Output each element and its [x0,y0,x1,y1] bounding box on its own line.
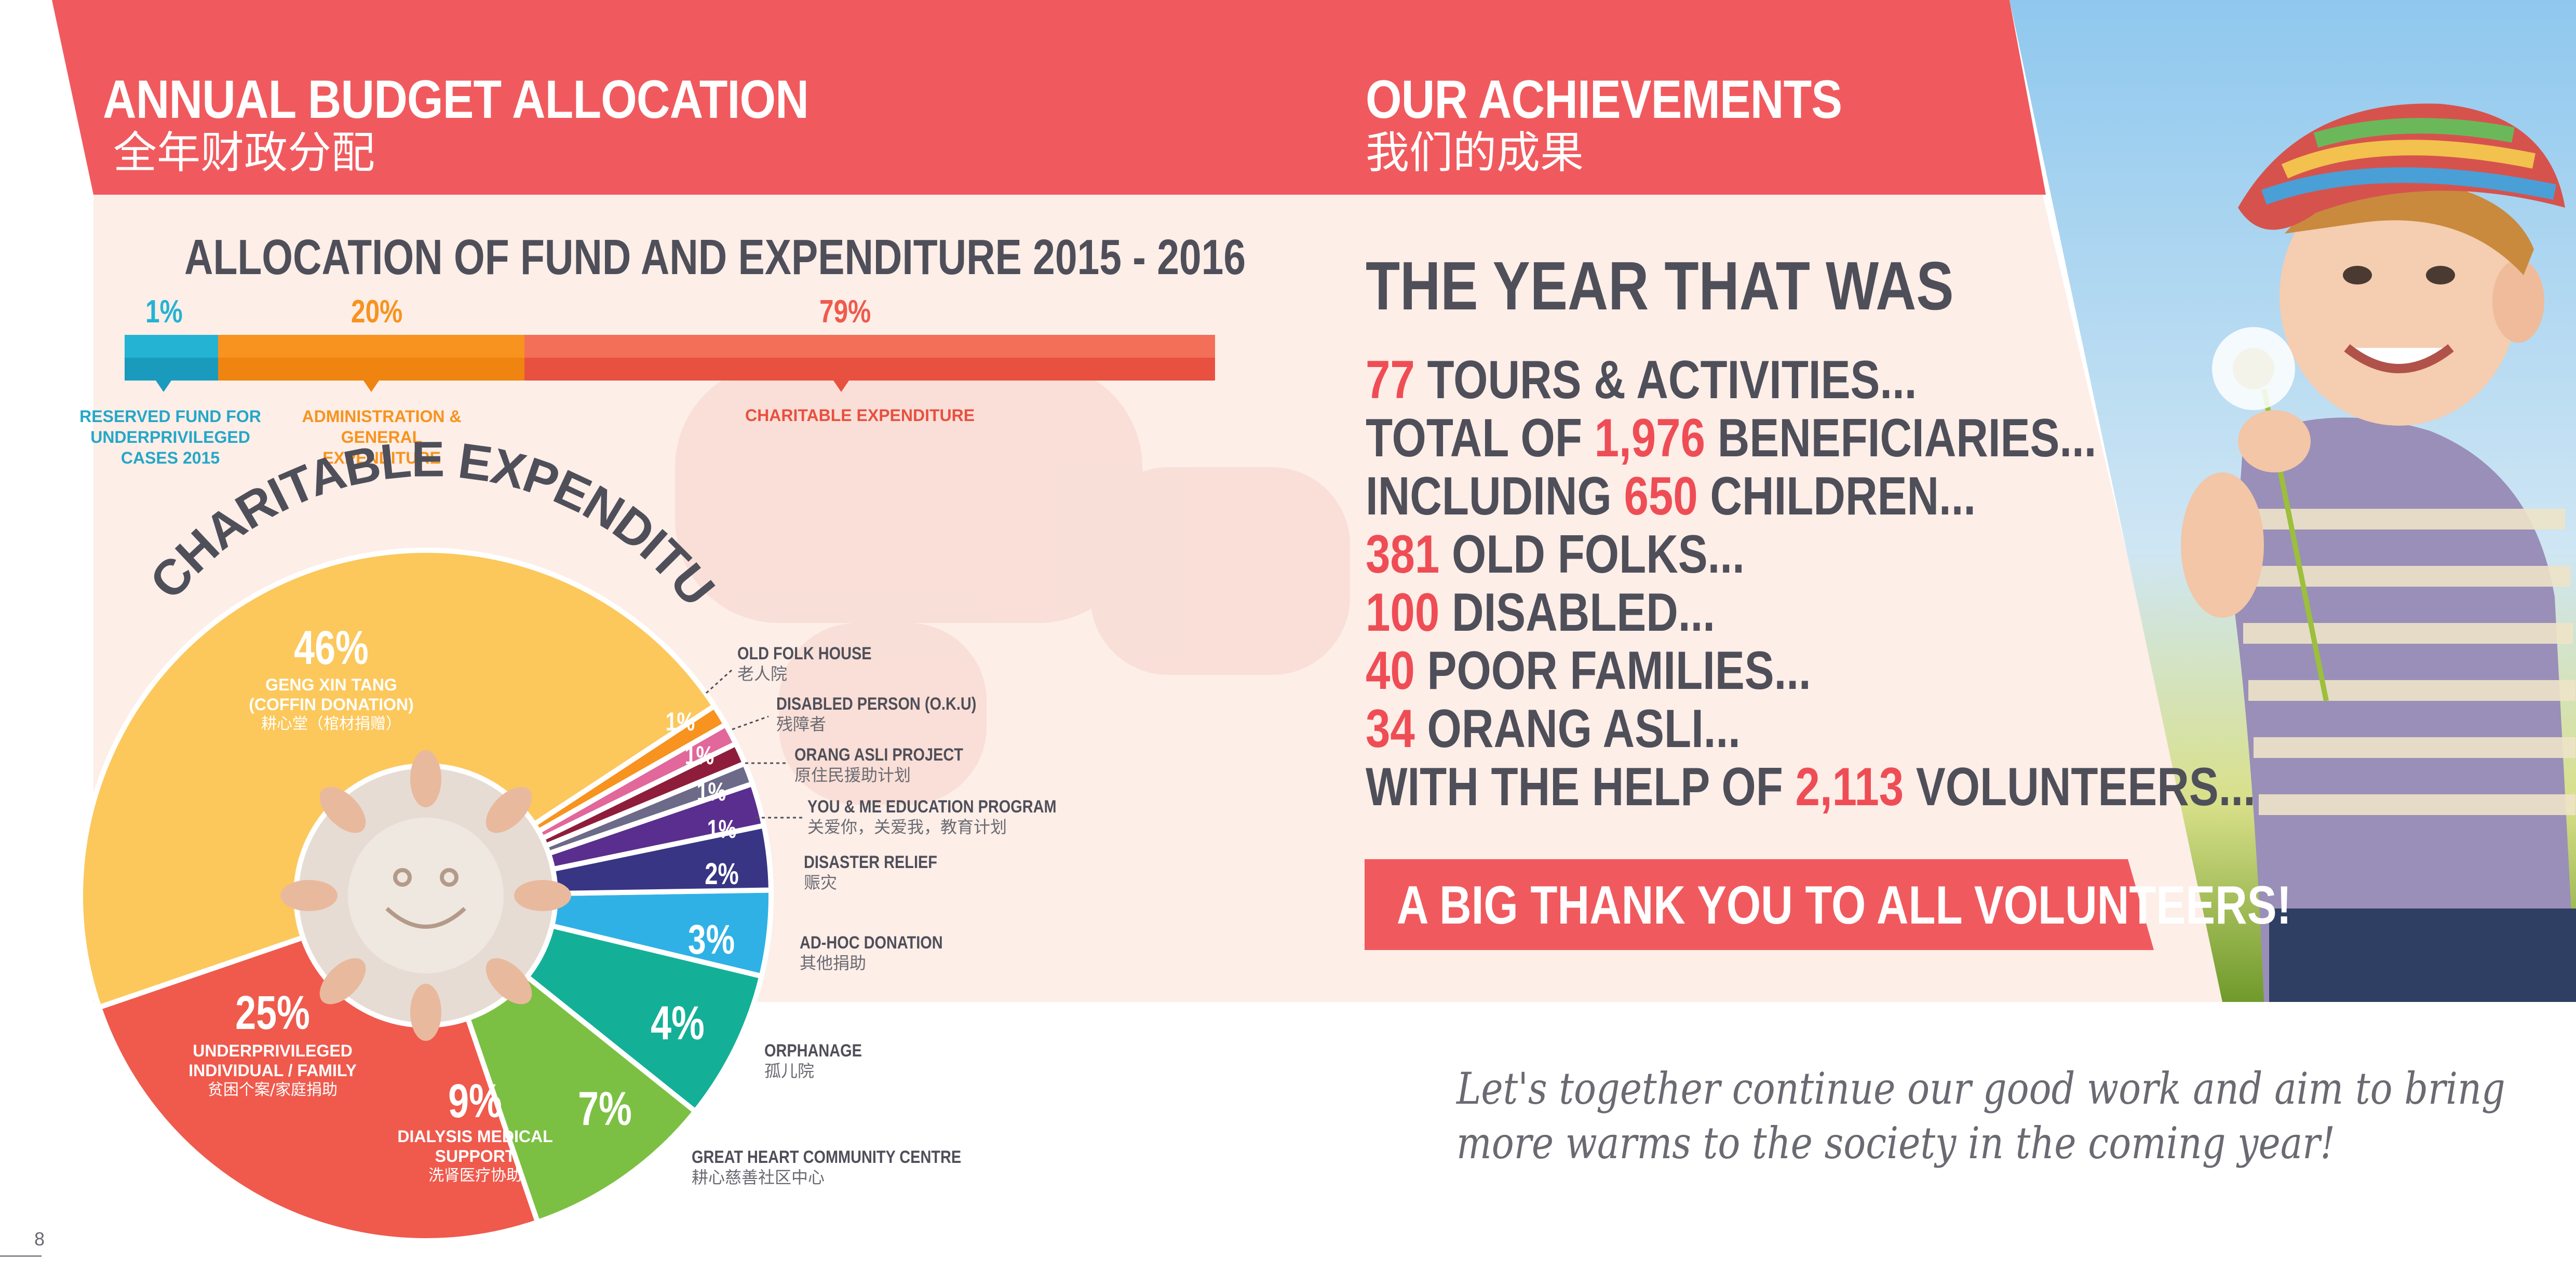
allocation-pct-admin: 20% [351,294,403,330]
admin-label-line2: GENERAL EXPENDITURE [322,428,441,467]
pie-title: CHARITABLE EXPENDITURE 2016 [0,0,725,616]
pie-label-geng: GENG XIN TANG (COFFIN DONATION) 耕心堂（棺材捐赠… [201,675,461,734]
pie-pct-geng: 46% [294,621,369,674]
label-orphanage: ORPHANAGE 孤儿院 [764,1041,879,1081]
label-disaster-zh: 赈灾 [804,873,838,893]
label-disabled-zh: 残障者 [776,714,827,735]
admin-label-line1: ADMINISTRATION & [302,407,462,426]
label-you-me: YOU & ME EDUCATION PROGRAM 关爱你，关爱我，教育计划 [807,797,1100,837]
pie-label-dialysis-en2: SUPPORT [435,1147,516,1166]
admin-label: ADMINISTRATION & GENERAL EXPENDITURE [296,406,467,468]
pie-label-dialysis-en1: DIALYSIS MEDICAL [397,1127,553,1146]
label-adhoc-donation: AD-HOC DONATION 其他捐助 [800,933,968,973]
allocation-bar [125,335,1215,392]
boy-photo-illustration [2181,103,2576,1002]
allocation-pct-charitable: 79% [819,294,871,330]
pie-label-geng-en1: GENG XIN TANG [265,675,397,694]
reserved-fund-label-line2: UNDERPRIVILEGED CASES 2015 [90,428,250,467]
thank-you-banner: A BIG THANK YOU TO ALL VOLUNTEERS! [1397,875,2292,936]
pie-pct-orphanage: 4% [651,997,705,1050]
label-great-zh: 耕心慈善社区中心 [692,1168,825,1188]
reserved-fund-label-line1: RESERVED FUND FOR [79,407,261,426]
achievement-line-2: TOTAL OF 1,976 BENEFICIARIES... [1366,408,2097,468]
allocation-bar-title: ALLOCATION OF FUND AND EXPENDITURE 2015 … [184,229,1246,285]
pie-pct-dialysis: 9% [448,1075,502,1128]
pie-label-underprivileged: UNDERPRIVILEGED INDIVIDUAL / FAMILY 贫困个案… [143,1041,402,1100]
label-orph-en: ORPHANAGE [764,1041,862,1061]
label-orang-zh: 原住民援助计划 [794,765,911,785]
year-heading: THE YEAR THAT WAS [1366,248,1954,324]
label-great-en: GREAT HEART COMMUNITY CENTRE [692,1147,962,1167]
budget-header-en: ANNUAL BUDGET ALLOCATION [103,70,809,130]
pie-pct-adhoc: 3% [687,916,735,962]
pie-pct-disabled: 1% [684,741,714,770]
label-disaster-en: DISASTER RELIEF [804,852,937,872]
label-old-folk-house: OLD FOLK HOUSE 老人院 [737,644,895,684]
label-great-heart: GREAT HEART COMMUNITY CENTRE 耕心慈善社区中心 [692,1147,1009,1187]
achievement-line-8: WITH THE HELP OF 2,113 VOLUNTEERS... [1366,757,2256,817]
budget-header-zh: 全年财政分配 [113,127,375,178]
label-disabled-en: DISABLED PERSON (O.K.U) [776,694,977,714]
label-adhoc-en: AD-HOC DONATION [800,933,943,953]
pie-label-geng-en2: (COFFIN DONATION) [249,695,414,714]
achievement-line-3: INCLUDING 650 CHILDREN... [1366,466,1976,526]
label-disaster-relief: DISASTER RELIEF 赈灾 [804,852,961,892]
pie-label-geng-zh: 耕心堂（棺材捐赠） [261,714,401,733]
pie-pct-youme: 1% [707,815,737,844]
pie-pct-orang: 1% [696,777,726,806]
allocation-pct-reserved: 1% [145,294,183,330]
label-orang-asli: ORANG ASLI PROJECT 原住民援助计划 [794,745,993,785]
pie-label-dialysis-zh: 洗肾医疗协助 [428,1166,522,1185]
achievement-line-1: 77 TOURS & ACTIVITIES... [1366,350,1917,410]
label-disabled-person: DISABLED PERSON (O.K.U) 残障者 [776,694,1011,734]
pie-label-under-en2: INDIVIDUAL / FAMILY [188,1061,357,1080]
achievements-header-en: OUR ACHIEVEMENTS [1366,70,1842,130]
closing-quote-line1: Let's together continue our good work an… [1456,1063,2505,1114]
pie-label-under-en1: UNDERPRIVILEGED [193,1041,353,1060]
closing-quote-line2: more warms to the society in the coming … [1456,1118,2336,1169]
achievement-line-7: 34 ORANG ASLI... [1366,699,1741,759]
label-orang-en: ORANG ASLI PROJECT [794,745,963,765]
pie-pct-oldfolk: 1% [665,707,695,736]
label-oldfolk-zh: 老人院 [737,664,788,684]
reserved-fund-label: RESERVED FUND FOR UNDERPRIVILEGED CASES … [66,406,274,468]
pie-label-under-zh: 贫困个案/家庭捐助 [207,1080,338,1099]
achievement-line-5: 100 DISABLED... [1366,582,1715,643]
achievement-line-6: 40 POOR FAMILIES... [1366,641,1811,701]
label-youme-zh: 关爱你，关爱我，教育计划 [807,817,1007,837]
achievements-header-zh: 我们的成果 [1366,127,1584,178]
pie-pct-great-heart: 7% [578,1082,632,1135]
page-number-rule [0,1255,42,1257]
thank-you-banner-bg [1365,859,2154,950]
charitable-label: CHARITABLE EXPENDITURE [745,406,975,425]
pie-pct-disaster: 2% [705,857,739,891]
pie-pct-underprivileged: 25% [235,986,310,1039]
label-adhoc-zh: 其他捐助 [800,953,867,973]
achievement-line-4: 381 OLD FOLKS... [1366,524,1745,585]
label-youme-en: YOU & ME EDUCATION PROGRAM [807,797,1057,817]
label-oldfolk-en: OLD FOLK HOUSE [737,644,872,663]
pie-label-dialysis: DIALYSIS MEDICAL SUPPORT 洗肾医疗协助 [371,1127,579,1185]
label-orph-zh: 孤儿院 [764,1061,815,1081]
page-number: 8 [34,1228,45,1250]
achievements-list: 77 TOURS & ACTIVITIES... TOTAL OF 1,976 … [1366,353,2451,818]
closing-quote: Let's together continue our good work an… [1402,1062,2505,1171]
